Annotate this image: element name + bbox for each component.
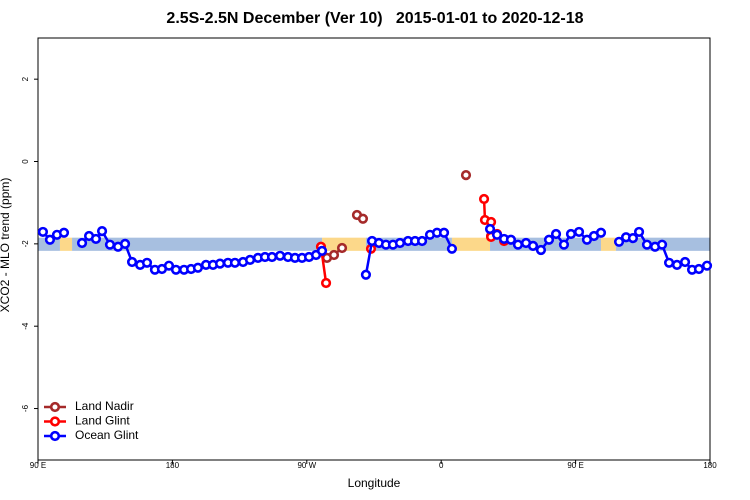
y-tick-label: 0 xyxy=(21,159,30,164)
data-point xyxy=(357,213,369,224)
data-point xyxy=(663,257,675,268)
y-tick-label: -2 xyxy=(21,240,30,248)
data-point xyxy=(274,250,286,261)
legend-label: Ocean Glint xyxy=(75,428,139,442)
data-point xyxy=(416,235,428,247)
chart-title: 2.5S-2.5N December (Ver 10) 2015-01-01 t… xyxy=(166,10,583,27)
data-point xyxy=(170,264,182,275)
data-point xyxy=(446,243,458,254)
data-point xyxy=(550,228,562,240)
data-point xyxy=(163,260,175,271)
data-point xyxy=(543,234,555,245)
data-point xyxy=(214,258,226,269)
x-tick-label: 90 W xyxy=(297,461,316,470)
data-point xyxy=(328,249,340,261)
data-point xyxy=(37,226,49,238)
data-point xyxy=(460,169,472,181)
data-point xyxy=(565,228,577,240)
data-point xyxy=(126,256,138,268)
data-point xyxy=(693,263,705,275)
data-point xyxy=(558,239,570,250)
data-point xyxy=(316,245,328,256)
data-point xyxy=(76,237,88,249)
x-axis-label: Longitude xyxy=(348,476,401,490)
legend-marker xyxy=(49,401,61,413)
y-axis-label: XCO2 - MLO trend (ppm) xyxy=(0,178,12,313)
data-point xyxy=(96,225,108,237)
data-point xyxy=(90,233,102,245)
data-point xyxy=(573,226,585,238)
surface-band xyxy=(451,237,491,251)
data-point xyxy=(360,269,372,280)
data-point xyxy=(512,239,524,250)
data-point xyxy=(527,240,539,252)
legend-marker xyxy=(49,430,61,442)
legend-label: Land Nadir xyxy=(75,399,134,413)
data-point xyxy=(491,229,503,240)
data-point xyxy=(438,227,450,238)
x-tick-label: 180 xyxy=(166,461,180,470)
x-tick-label: 90 E xyxy=(30,461,46,470)
y-tick-label: -4 xyxy=(21,322,30,330)
data-point xyxy=(641,239,653,250)
data-point xyxy=(505,234,517,245)
data-point xyxy=(44,234,56,245)
legend-marker xyxy=(49,416,61,427)
data-point xyxy=(320,277,332,289)
data-point xyxy=(192,262,204,273)
x-tick-label: 90 E xyxy=(567,461,583,470)
data-point xyxy=(595,227,607,238)
data-point xyxy=(336,242,348,254)
data-point xyxy=(656,239,668,250)
x-tick-label: 0 xyxy=(439,461,444,470)
data-point xyxy=(535,244,547,256)
data-point xyxy=(478,193,490,205)
data-point xyxy=(244,254,256,266)
data-point xyxy=(633,226,645,238)
y-tick-label: -6 xyxy=(21,404,30,412)
data-point xyxy=(613,236,625,247)
data-point xyxy=(119,238,131,249)
surface-band xyxy=(72,237,323,251)
y-tick-label: 2 xyxy=(21,76,30,81)
data-point xyxy=(679,256,691,268)
data-point xyxy=(627,232,639,244)
data-point xyxy=(266,251,278,263)
data-point xyxy=(394,237,406,249)
data-point xyxy=(701,260,713,271)
plot-frame xyxy=(37,37,711,461)
legend-label: Land Glint xyxy=(75,414,130,428)
x-tick-label: 180 xyxy=(703,461,717,470)
data-point xyxy=(671,259,683,270)
surface-band xyxy=(600,237,616,251)
data-point xyxy=(141,257,153,268)
data-point xyxy=(484,223,496,235)
data-point xyxy=(229,257,241,268)
data-point xyxy=(58,227,70,238)
data-point xyxy=(104,239,116,250)
surface-band xyxy=(59,237,73,251)
